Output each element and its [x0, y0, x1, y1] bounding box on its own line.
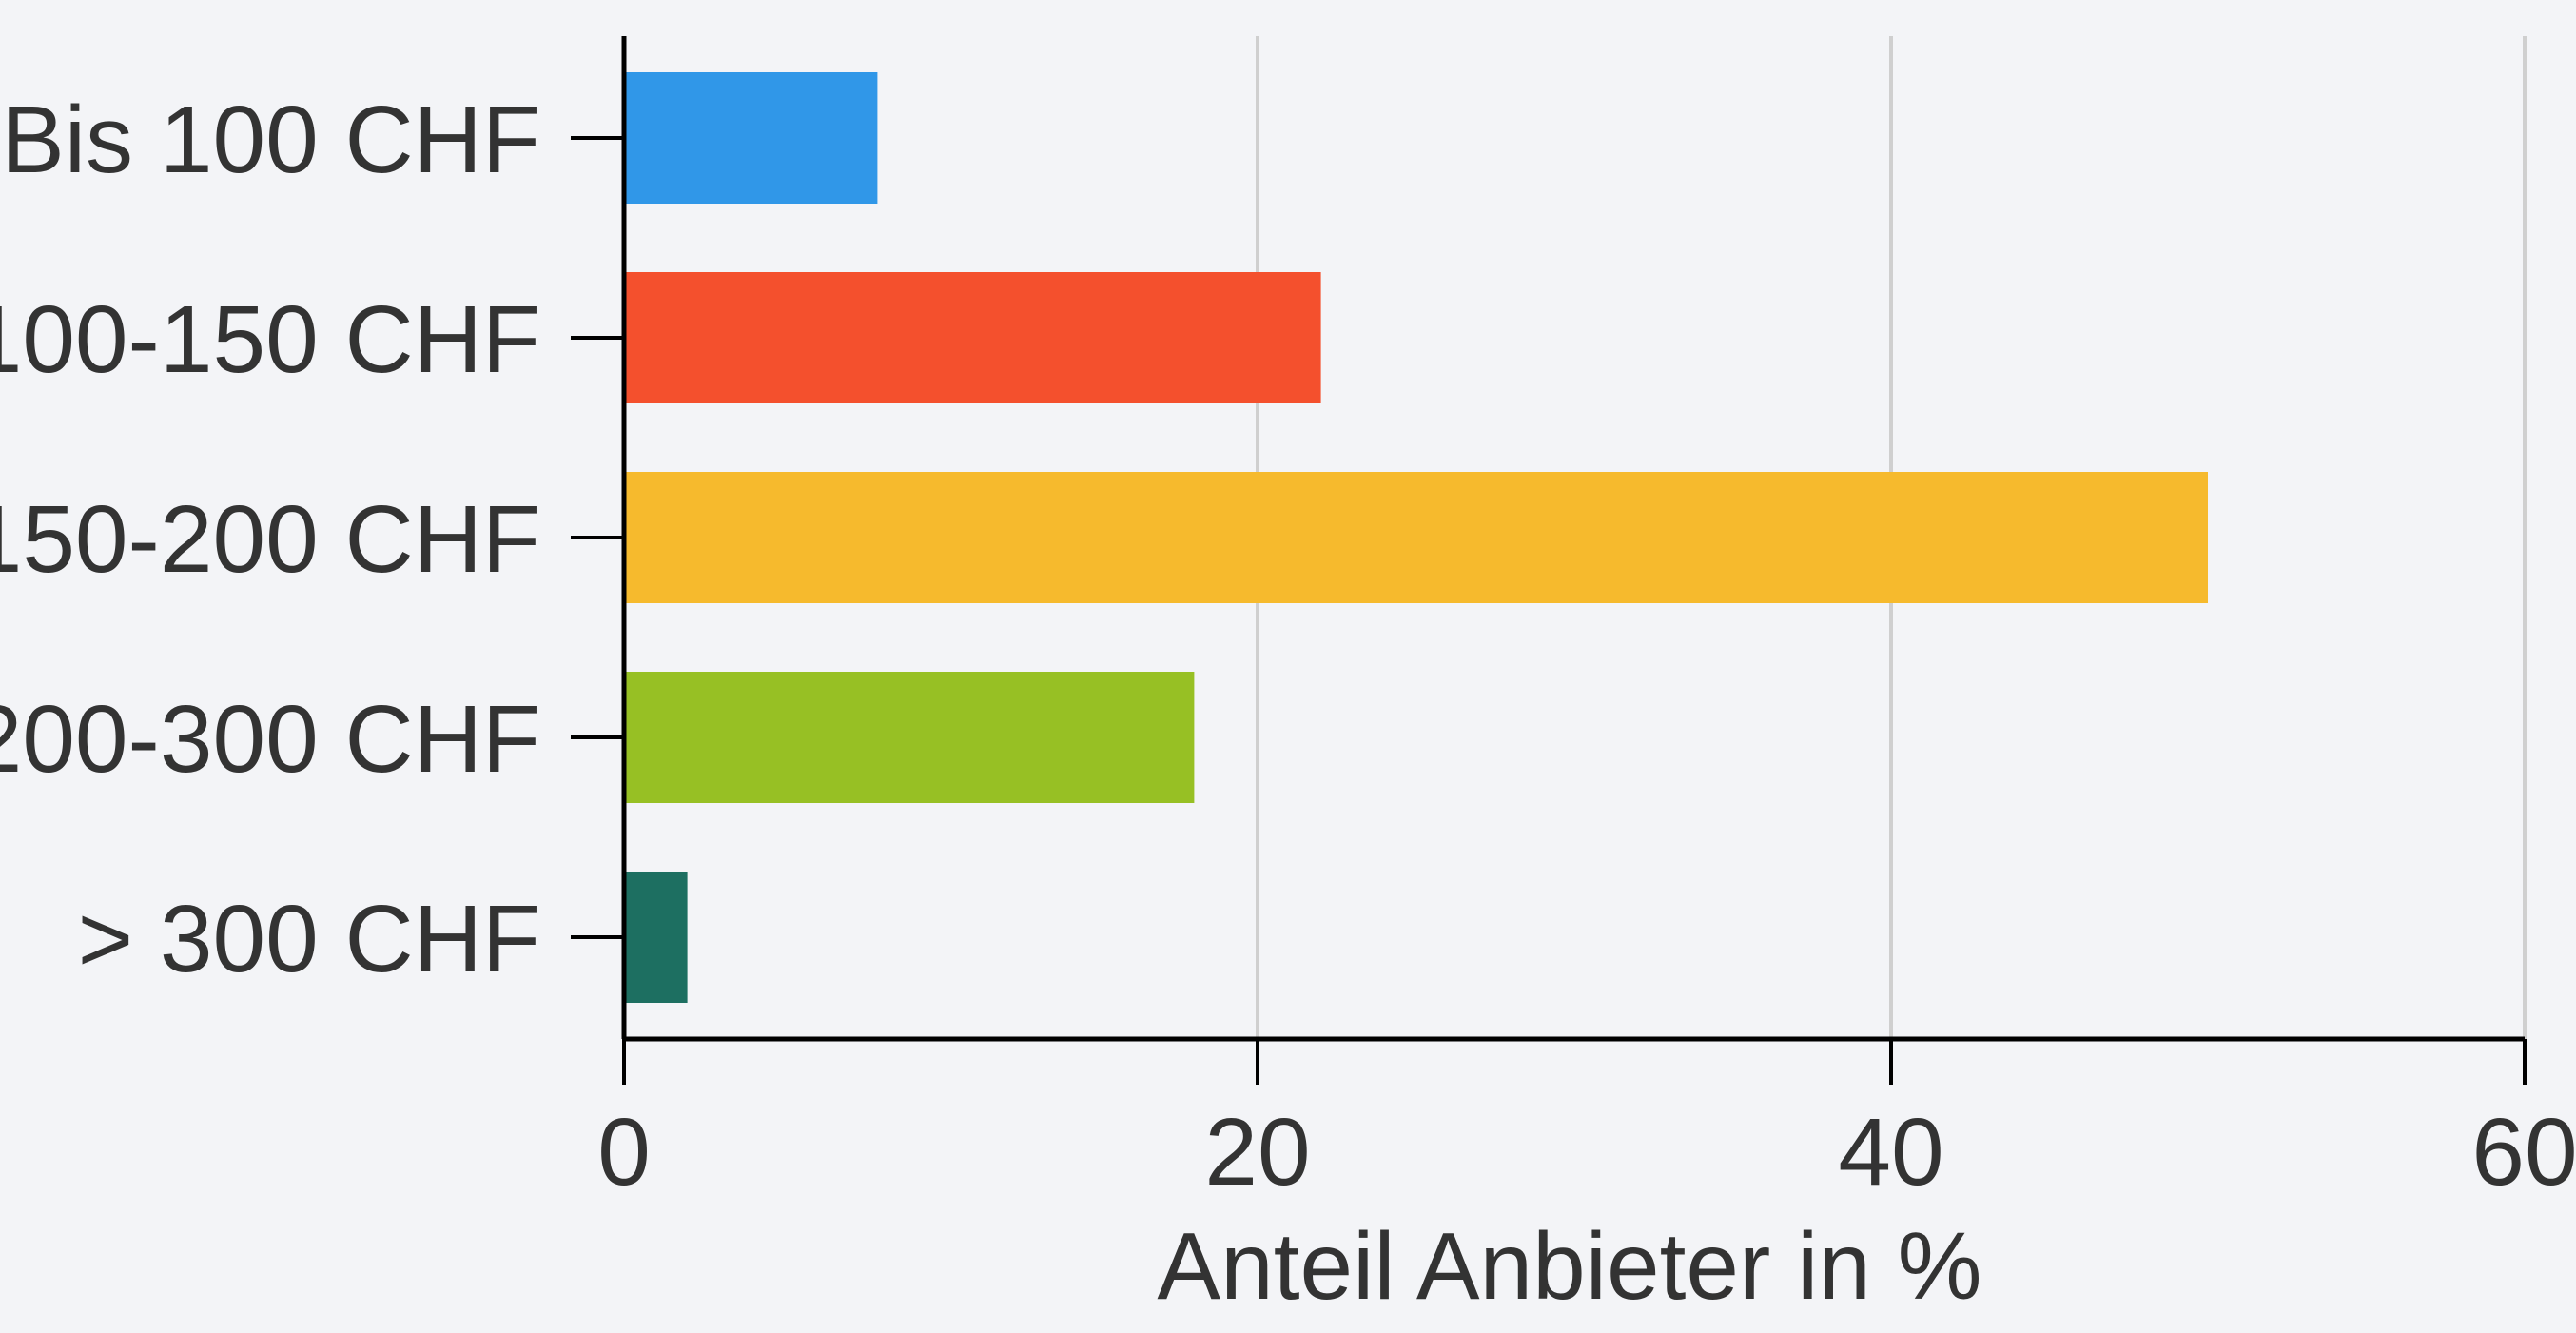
category-label: > 300 CHF [78, 886, 540, 992]
bar [624, 872, 688, 1003]
x-tick-label: 40 [1838, 1099, 1943, 1206]
x-tick-label: 60 [2471, 1099, 2576, 1206]
x-tick-label: 20 [1204, 1099, 1310, 1206]
bar [624, 672, 1195, 803]
category-label: 200-300 CHF [0, 686, 540, 793]
category-label: 150-200 CHF [0, 486, 540, 593]
x-axis-title: Anteil Anbieter in % [1157, 1213, 1981, 1320]
bar [624, 472, 2208, 603]
axes [571, 36, 2527, 1085]
bars [624, 72, 2208, 1003]
x-tick-label: 0 [597, 1099, 651, 1206]
bar [624, 272, 1321, 403]
category-label: 100-150 CHF [0, 286, 540, 393]
category-label: Bis 100 CHF [1, 87, 540, 193]
labels: 0 20 40 60 Bis 100 CHF 100-150 CHF 150-200 CHF… [0, 87, 2576, 1206]
bar [624, 72, 878, 204]
